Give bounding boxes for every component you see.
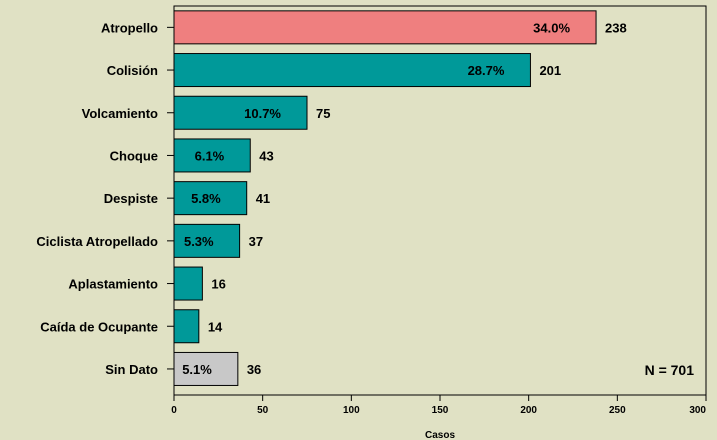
bar	[173, 95, 308, 130]
sample-size-annotation: N = 701	[645, 362, 695, 378]
percent-label: 10.7%	[244, 106, 281, 121]
percent-label: 5.8%	[191, 191, 221, 206]
x-tick-label: 50	[257, 405, 269, 416]
value-label: 201	[539, 63, 561, 78]
category-label: Volcamiento	[82, 106, 158, 121]
x-axis-label: Casos	[425, 430, 455, 440]
x-tick-label: 200	[520, 405, 537, 416]
bar	[173, 351, 239, 386]
bar	[173, 10, 597, 45]
value-label: 36	[247, 362, 261, 377]
percent-label: 6.1%	[195, 148, 225, 163]
value-label: 41	[256, 191, 270, 206]
value-label: 43	[259, 148, 273, 163]
percent-label: 34.0%	[533, 20, 570, 35]
category-label: Atropello	[101, 20, 158, 35]
bars-group: Atropello 238 34.0% Colisión 201 28.7% Volcami…	[36, 10, 627, 386]
value-label: 14	[208, 319, 223, 334]
value-label: 16	[211, 277, 225, 292]
x-tick-label: 250	[609, 405, 626, 416]
category-label: Ciclista Atropellado	[36, 234, 158, 249]
x-tick-label: 150	[432, 405, 449, 416]
percent-label: 5.1%	[182, 362, 212, 377]
x-tick-label: 300	[689, 405, 706, 416]
category-label: Choque	[110, 148, 158, 163]
category-label: Aplastamiento	[68, 277, 158, 292]
category-label: Sin Dato	[105, 362, 158, 377]
bar	[173, 138, 251, 173]
category-label: Despiste	[104, 191, 158, 206]
category-label: Caída de Ocupante	[40, 319, 158, 334]
x-axis: 0 50 100 150 200 250 300	[171, 395, 707, 416]
x-tick-label: 100	[343, 405, 360, 416]
percent-label: 28.7%	[468, 63, 505, 78]
x-tick-label: 0	[171, 405, 177, 416]
bar	[173, 223, 241, 258]
category-label: Colisión	[107, 63, 158, 78]
bar	[173, 309, 200, 344]
value-label: 37	[249, 234, 263, 249]
percent-label: 5.3%	[184, 234, 214, 249]
value-label: 75	[316, 106, 330, 121]
bar	[173, 53, 531, 88]
bar	[173, 266, 203, 301]
bar	[173, 181, 248, 216]
value-label: 238	[605, 20, 627, 35]
